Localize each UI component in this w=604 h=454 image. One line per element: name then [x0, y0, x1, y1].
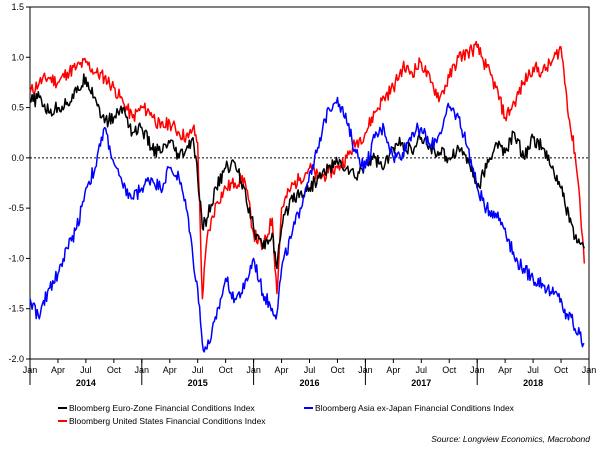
year-label: 2015: [188, 378, 208, 388]
series-line-bloomberg-asia-ex-japan-financial-conditions-index: [29, 96, 585, 353]
source-note: Source: Longview Economics, Macrobond: [431, 434, 590, 444]
x-tick-label: Apr: [275, 365, 289, 375]
x-tick-label: Oct: [442, 365, 457, 375]
year-label: 2016: [299, 378, 319, 388]
y-tick-label: 1.5: [11, 2, 24, 12]
legend-item-asia-ex-japan: Bloomberg Asia ex-Japan Financial Condit…: [304, 403, 514, 413]
y-tick-label: 0.0: [11, 153, 24, 163]
plot-area: [29, 6, 590, 360]
x-tick-label: Oct: [330, 365, 345, 375]
y-axis: 1.5 1.0 0.5 0.0 -0.5 -1.0 -1.5 -2.0: [8, 2, 30, 364]
y-tick-label: 0.5: [11, 103, 24, 113]
x-tick-label: Apr: [498, 365, 512, 375]
legend-swatch-asia-ex-japan: [304, 407, 313, 409]
x-tick-label: Jul: [192, 365, 204, 375]
legend-swatch-united-states: [58, 420, 67, 422]
y-tick-label: -0.5: [8, 203, 24, 213]
series-line-bloomberg-united-states-financial-conditions-index: [29, 40, 586, 300]
series-line-bloomberg-euro-zone-financial-conditions-index: [29, 73, 585, 270]
x-tick-label: Apr: [163, 365, 177, 375]
x-tick-label: Oct: [219, 365, 234, 375]
legend-item-united-states: Bloomberg United States Financial Condit…: [58, 416, 266, 426]
x-tick-label: Apr: [386, 365, 400, 375]
x-tick-label: Jul: [304, 365, 316, 375]
legend-item-euro-zone: Bloomberg Euro-Zone Financial Conditions…: [58, 403, 255, 413]
series-layer: [29, 40, 586, 353]
y-tick-label: -1.5: [8, 304, 24, 314]
x-tick-label: Jul: [527, 365, 539, 375]
legend-label-euro-zone: Bloomberg Euro-Zone Financial Conditions…: [69, 403, 255, 413]
x-tick-label: Jul: [80, 365, 92, 375]
year-label: 2018: [523, 378, 543, 388]
year-label: 2014: [76, 378, 96, 388]
legend-label-united-states: Bloomberg United States Financial Condit…: [69, 416, 266, 426]
y-tick-label: -2.0: [8, 354, 24, 364]
year-label: 2017: [411, 378, 431, 388]
x-tick-label: Apr: [51, 365, 65, 375]
y-tick-label: 1.0: [11, 52, 24, 62]
x-axis: Jan Apr Jul Oct Jan Apr Jul Oct Jan Apr Jul Oct Jan A…: [23, 359, 596, 388]
legend-label-asia-ex-japan: Bloomberg Asia ex-Japan Financial Condit…: [315, 403, 514, 413]
x-tick-label: Oct: [554, 365, 569, 375]
legend-swatch-euro-zone: [58, 407, 67, 409]
x-tick-label: Oct: [107, 365, 122, 375]
x-tick-label: Jul: [416, 365, 428, 375]
y-tick-label: -1.0: [8, 253, 24, 263]
